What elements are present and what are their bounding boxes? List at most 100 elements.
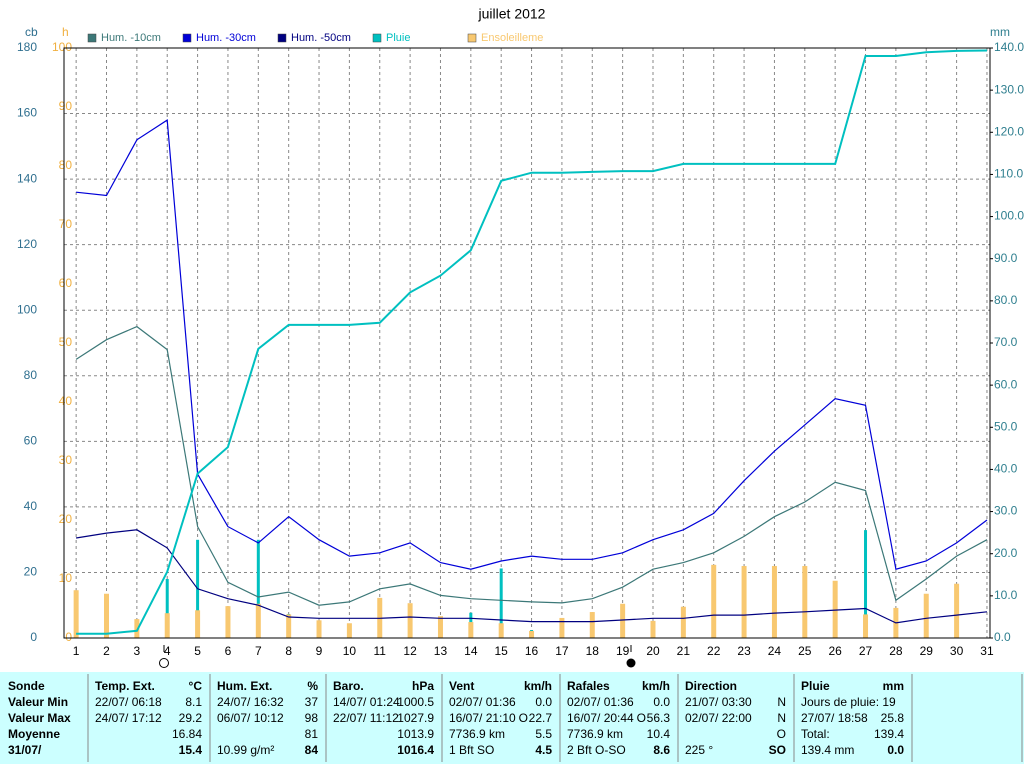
cell-left: 225 ° <box>685 743 713 757</box>
x-tick-label: 17 <box>555 644 569 658</box>
cell-left: 21/07/ 03:30 <box>685 695 752 709</box>
legend-swatch <box>372 33 382 43</box>
cell-right: O <box>777 727 786 741</box>
row-label: Moyenne <box>8 727 60 741</box>
cell-right: 8.1 <box>185 695 202 709</box>
x-tick-label: 18 <box>586 644 600 658</box>
moon-full <box>159 658 169 668</box>
moon-phases <box>159 645 636 668</box>
cell-right: 5.5 <box>535 727 552 741</box>
cell-right: 0.0 <box>653 695 670 709</box>
column-title: Baro. <box>333 679 364 693</box>
y-tick-label: 40 <box>24 499 38 513</box>
legend-swatch <box>467 33 477 43</box>
bar <box>954 583 960 638</box>
legend-label: Hum. -10cm <box>101 32 161 44</box>
cell-right: 0.0 <box>535 695 552 709</box>
y2-tick-label: 110.0 <box>994 167 1023 181</box>
bar <box>255 603 261 638</box>
moon-new <box>626 658 636 668</box>
legend-swatch <box>182 33 192 43</box>
x-tick-label: 7 <box>255 644 262 658</box>
cell-left: 22/07/ 11:12 <box>333 711 399 725</box>
legend-label: Ensoleilleme <box>481 32 543 44</box>
cell-right: 1027.9 <box>397 711 434 725</box>
x-tick-label: 28 <box>889 644 903 658</box>
column-title: Direction <box>685 679 737 693</box>
x-tick-label: 9 <box>316 644 323 658</box>
cell-left: 10.99 g/m² <box>217 743 274 757</box>
x-tick-label: 25 <box>798 644 812 658</box>
y2-tick-label: 120.0 <box>994 124 1024 138</box>
y-tick-label: 120 <box>17 237 37 251</box>
x-tick-label: 31 <box>980 644 994 658</box>
bar <box>346 623 352 638</box>
y-tick-label: 80 <box>24 368 38 382</box>
cell-mid: O <box>637 711 646 725</box>
h-tick-label: 70 <box>59 217 73 231</box>
legend-label: Pluie <box>386 32 410 44</box>
line <box>76 119 988 570</box>
bar <box>195 610 201 638</box>
h-tick-label: 100 <box>52 40 72 54</box>
bar <box>620 603 626 638</box>
column-unit: km/h <box>524 679 552 693</box>
column-title: Rafales <box>567 679 610 693</box>
cell-right: 22.7 <box>529 711 553 725</box>
bar <box>771 566 777 638</box>
bar <box>499 568 503 638</box>
bar <box>134 619 140 638</box>
y2-tick-label: 30.0 <box>994 504 1018 518</box>
h-tick-label: 50 <box>59 335 73 349</box>
x-tick-label: 15 <box>495 644 509 658</box>
column-unit: °C <box>189 679 203 693</box>
y-tick-label: 100 <box>17 302 37 316</box>
h-tick-label: 0 <box>65 630 72 644</box>
x-tick-label: 24 <box>768 644 782 658</box>
y2-tick-label: 70.0 <box>994 335 1018 349</box>
cell-right: 1016.4 <box>397 743 434 757</box>
cell-right: 37 <box>305 695 319 709</box>
x-tick-label: 10 <box>343 644 357 658</box>
cell-left: Jours de pluie: 19 <box>801 695 896 709</box>
bar <box>286 614 292 638</box>
bar <box>650 620 656 638</box>
bar <box>864 530 868 638</box>
cell-right: N <box>777 711 786 725</box>
x-tick-label: 20 <box>646 644 660 658</box>
y2-tick-label: 10.0 <box>994 588 1018 602</box>
x-tick-label: 22 <box>707 644 721 658</box>
x-tick-label: 5 <box>194 644 201 658</box>
h-axis-unit: h <box>62 25 69 39</box>
h-tick-label: 20 <box>59 512 73 526</box>
column-title: Temp. Ext. <box>95 679 155 693</box>
x-tick-label: 6 <box>225 644 232 658</box>
y2-tick-label: 100.0 <box>994 209 1024 223</box>
bar <box>863 614 869 638</box>
h-tick-label: 60 <box>59 276 73 290</box>
y2-tick-label: 0.0 <box>994 630 1011 644</box>
column-title: Vent <box>449 679 474 693</box>
cell-left: 16/07/ 21:10 <box>449 711 516 725</box>
column-unit: hPa <box>412 679 434 693</box>
y-tick-label: 140 <box>17 171 37 185</box>
bar <box>104 593 110 638</box>
line <box>76 49 988 635</box>
y-axis-unit: cb <box>25 25 38 39</box>
cell-left: 2 Bft O-SO <box>567 743 626 757</box>
x-tick-label: 12 <box>403 644 417 658</box>
x-tick-label: 11 <box>374 644 387 658</box>
bar <box>923 593 929 638</box>
row-label: Valeur Max <box>8 711 71 725</box>
cell-right: 15.4 <box>179 743 203 757</box>
cell-left: 27/07/ 18:58 <box>801 711 868 725</box>
cell-right: 29.2 <box>179 711 203 725</box>
cell-right: 139.4 <box>874 727 904 741</box>
x-tick-label: 19 <box>616 644 630 658</box>
cell-right: SO <box>769 743 786 757</box>
plot-frame <box>63 47 991 639</box>
x-tick-label: 8 <box>285 644 292 658</box>
cell-left: 24/07/ 16:32 <box>217 695 284 709</box>
summary-panel <box>0 672 1024 764</box>
